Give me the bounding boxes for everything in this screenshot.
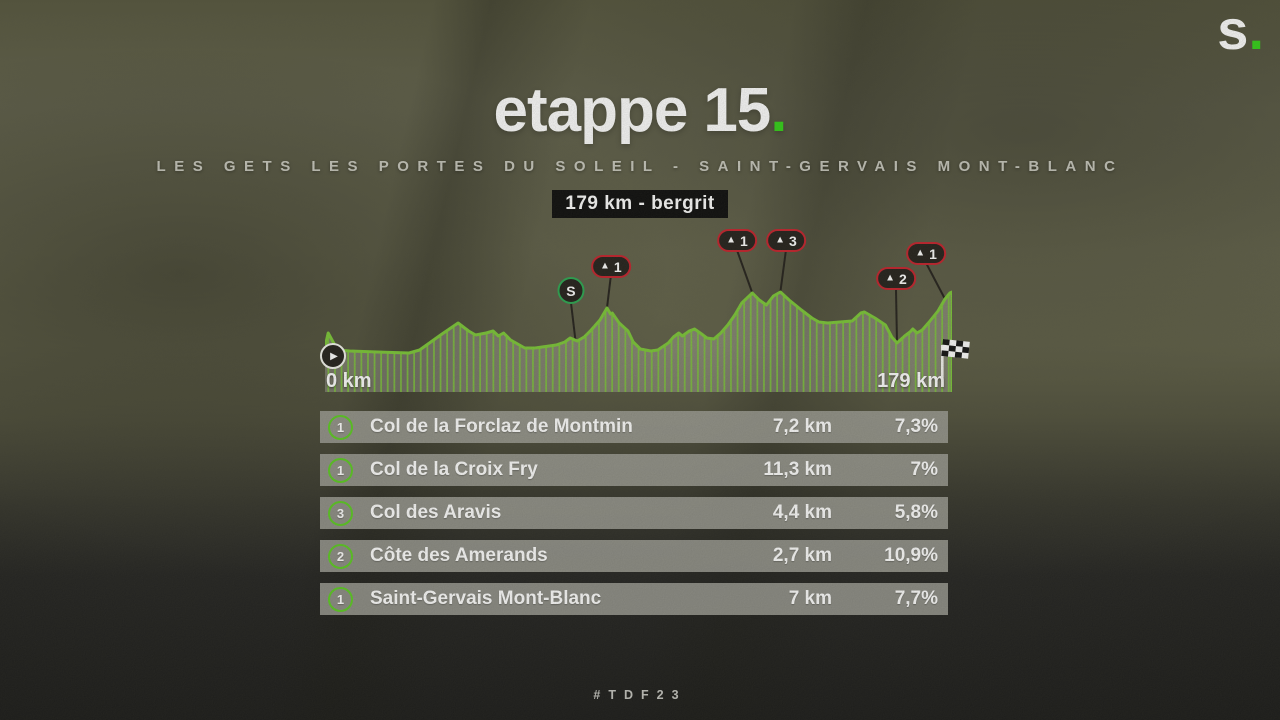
climb-row: 3 Col des Aravis 4,4 km 5,8% bbox=[320, 497, 948, 529]
stage-number: 15 bbox=[703, 76, 771, 145]
category-badge: 3 bbox=[328, 500, 353, 526]
climb-name: Col de la Forclaz de Montmin bbox=[370, 416, 633, 437]
stage-title: etappe 15. bbox=[0, 80, 1280, 142]
leader-line bbox=[925, 262, 946, 300]
leader-line bbox=[569, 301, 577, 341]
elevation-profile: S ▲ 1 ▲ 1 ▲ 3 ▲ 2 ▲ 1 ▶ 0 km 179 km bbox=[320, 225, 970, 392]
climb-marker-cat-3: ▲ 3 bbox=[766, 229, 806, 252]
climb-name: Col des Aravis bbox=[370, 502, 502, 523]
climb-gradient: 7,3% bbox=[894, 416, 938, 437]
climb-marker-cat-2: ▲ 2 bbox=[876, 267, 916, 290]
leader-line bbox=[735, 249, 754, 294]
distance-type-badge: 179 km - bergrit bbox=[552, 190, 728, 218]
sporza-logo: s. bbox=[1217, 2, 1264, 58]
climb-category: 3 bbox=[789, 232, 797, 249]
climb-name: Saint-Gervais Mont-Blanc bbox=[370, 588, 602, 609]
sprint-label: S bbox=[566, 282, 576, 299]
mountain-icon: ▲ bbox=[885, 272, 896, 283]
climb-distance: 2,7 km bbox=[772, 545, 832, 566]
category-badge: 2 bbox=[328, 543, 353, 569]
climb-row: 1 Col de la Forclaz de Montmin 7,2 km 7,3% bbox=[320, 411, 948, 443]
stage-title-word: etappe bbox=[493, 76, 688, 145]
mountain-icon: ▲ bbox=[775, 234, 786, 245]
climbs-table: 1 Col de la Forclaz de Montmin 7,2 km 7,3% 1… bbox=[320, 411, 948, 626]
climb-gradient: 5,8% bbox=[894, 502, 938, 523]
leader-line bbox=[605, 275, 612, 309]
climb-gradient: 10,9% bbox=[884, 545, 938, 566]
climb-gradient: 7% bbox=[910, 459, 938, 480]
mountain-icon: ▲ bbox=[726, 234, 736, 245]
climb-name: Côte des Amerands bbox=[370, 545, 548, 566]
climb-row: 2 Côte des Amerands 2,7 km 10,9% bbox=[320, 540, 948, 572]
stage-title-dot: . bbox=[770, 76, 787, 145]
climb-category: 1 bbox=[613, 258, 622, 275]
start-km-label: 0 km bbox=[326, 370, 372, 392]
leader-line bbox=[779, 249, 787, 293]
climb-marker-cat-1: ▲ 1 bbox=[717, 229, 757, 252]
logo-text: s bbox=[1217, 0, 1249, 61]
logo-dot: . bbox=[1248, 0, 1264, 61]
climb-distance: 4,4 km bbox=[772, 502, 832, 523]
climb-category: 2 bbox=[899, 270, 907, 287]
category-badge: 1 bbox=[328, 414, 353, 440]
distance-badge-wrap: 179 km - bergrit bbox=[0, 190, 1280, 218]
mountain-icon: ▲ bbox=[599, 260, 610, 271]
hashtag: #TDF23 bbox=[593, 688, 687, 702]
climb-distance: 7 km bbox=[788, 588, 832, 609]
finish-flag-icon bbox=[941, 339, 970, 387]
climb-marker-cat-1: ▲ 1 bbox=[590, 255, 631, 278]
route-subtitle: LES GETS LES PORTES DU SOLEIL - SAINT-GE… bbox=[156, 158, 1124, 175]
sprint-marker: S bbox=[557, 277, 585, 304]
leader-line bbox=[894, 287, 899, 344]
climb-row: 1 Col de la Croix Fry 11,3 km 7% bbox=[320, 454, 948, 486]
climb-distance: 7,2 km bbox=[772, 416, 832, 437]
climb-distance: 11,3 km bbox=[763, 459, 832, 480]
start-play-icon: ▶ bbox=[320, 343, 346, 369]
climb-row: 1 Saint-Gervais Mont-Blanc 7 km 7,7% bbox=[320, 583, 948, 615]
elevation-profile-svg bbox=[325, 249, 952, 392]
climb-marker-cat-1: ▲ 1 bbox=[906, 242, 946, 265]
climb-gradient: 7,7% bbox=[894, 588, 938, 609]
finish-km-label: 179 km bbox=[877, 370, 945, 392]
climb-category: 1 bbox=[739, 232, 748, 249]
category-badge: 1 bbox=[328, 586, 353, 612]
mountain-icon: ▲ bbox=[915, 247, 926, 258]
climb-category: 1 bbox=[929, 245, 937, 262]
profile-area bbox=[325, 292, 952, 392]
category-badge: 1 bbox=[328, 457, 353, 483]
climb-name: Col de la Croix Fry bbox=[370, 459, 538, 480]
